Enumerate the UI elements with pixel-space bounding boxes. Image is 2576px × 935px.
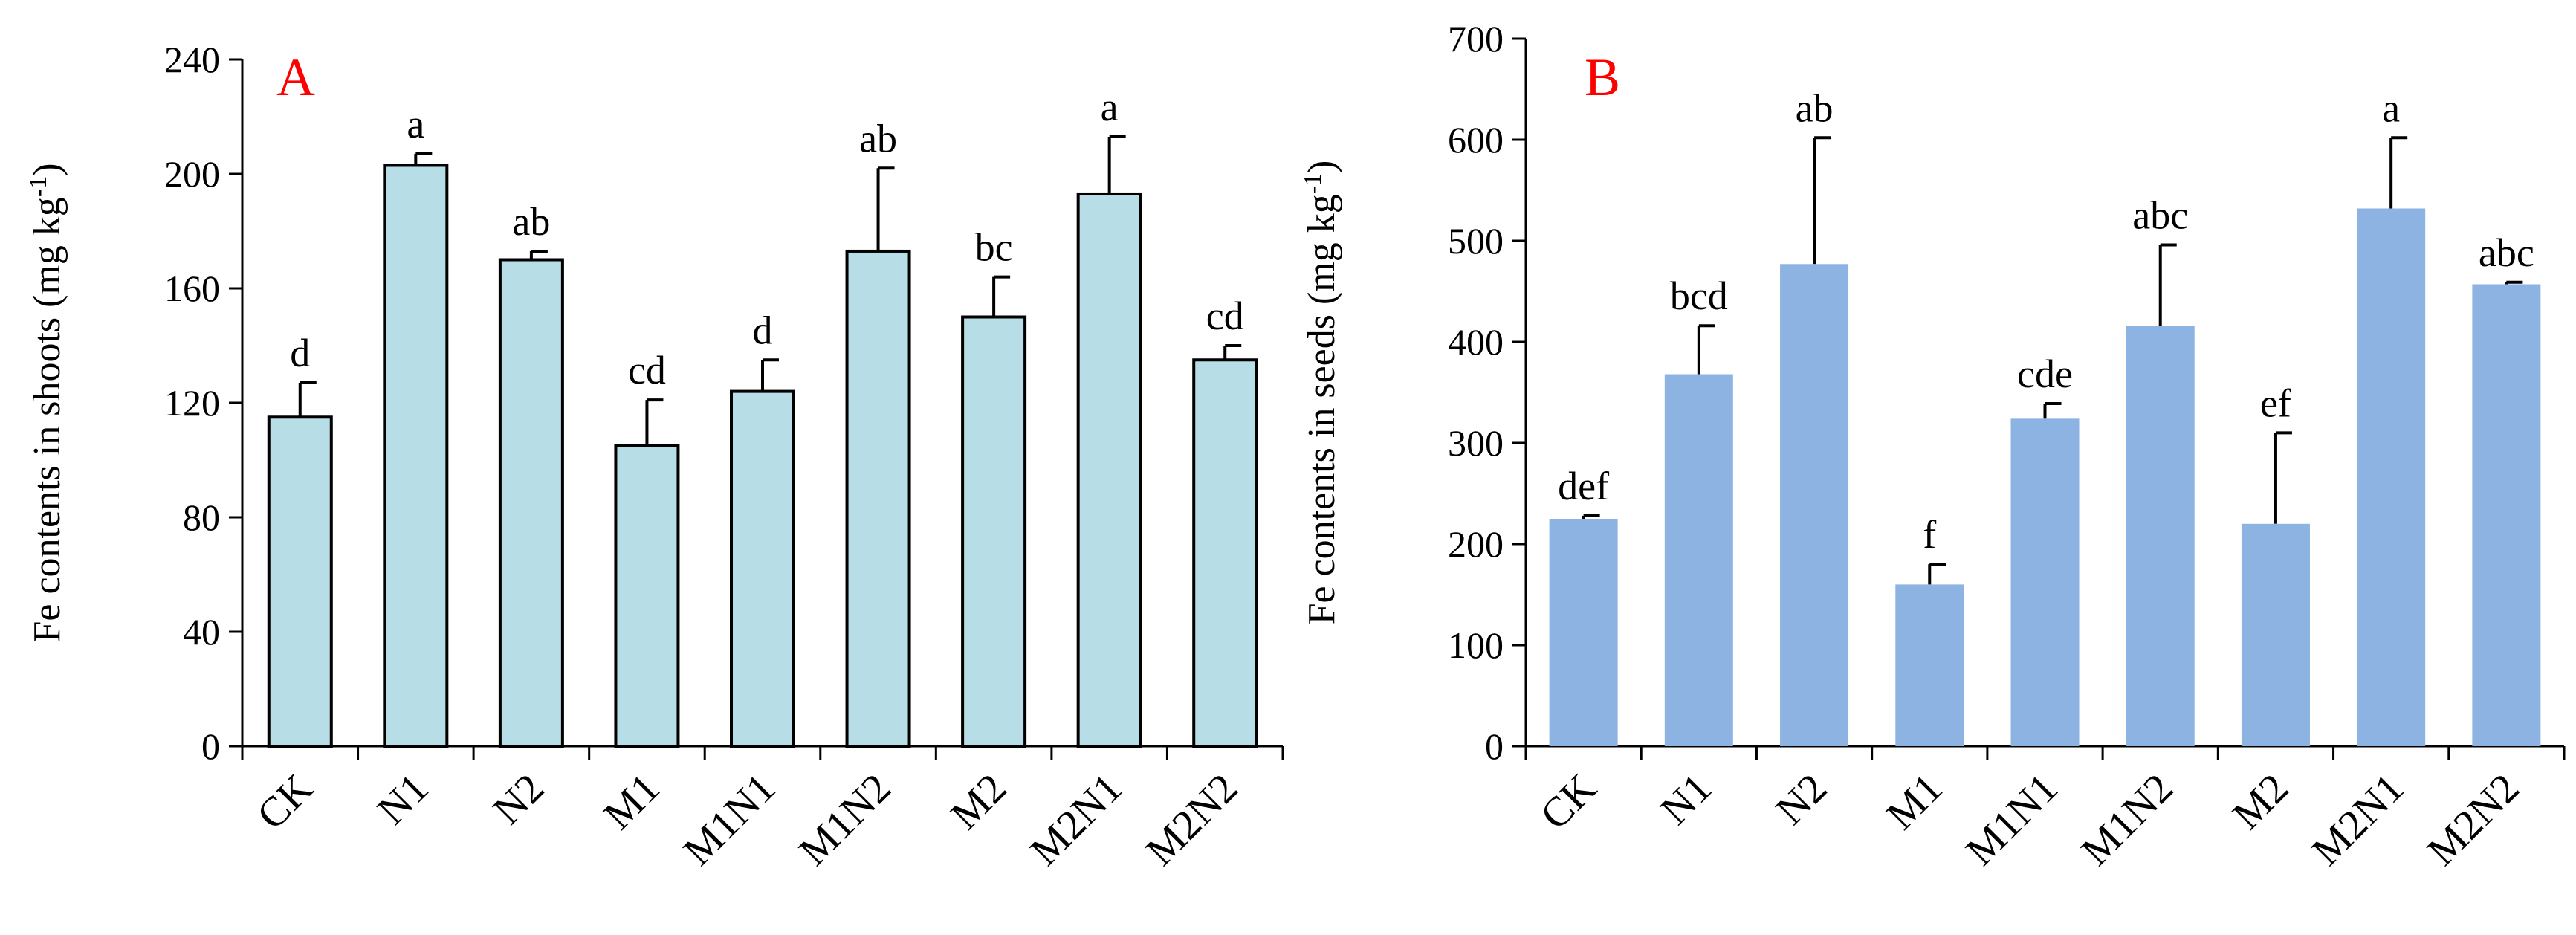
category-label: N2 <box>1767 765 1836 833</box>
bar <box>2126 326 2195 746</box>
y-tick-label: 600 <box>1448 119 1504 161</box>
y-tick-label: 240 <box>164 39 220 80</box>
y-tick-label: 400 <box>1448 321 1504 363</box>
bar <box>614 444 680 748</box>
significance-label: ab <box>859 116 897 161</box>
category-label: M1N1 <box>675 765 784 874</box>
y-axis-title-end: ) <box>1301 161 1343 173</box>
category-label: M2N1 <box>2303 765 2412 874</box>
y-tick-label: 300 <box>1448 422 1504 464</box>
significance-label: cde <box>2017 352 2073 396</box>
bar <box>267 415 333 748</box>
significance-label: a <box>2382 85 2400 130</box>
bar <box>2357 208 2426 747</box>
panel-label: A <box>276 48 315 107</box>
significance-label: a <box>407 102 424 146</box>
category-label: M1 <box>595 765 669 838</box>
panel-label: B <box>1585 48 1620 107</box>
bar <box>2472 284 2541 747</box>
y-tick-label: 40 <box>183 611 220 653</box>
significance-label: abc <box>2479 230 2534 275</box>
y-tick-label: 500 <box>1448 220 1504 262</box>
category-label: CK <box>1532 765 1605 838</box>
y-tick-label: 120 <box>164 382 220 424</box>
category-label: N1 <box>369 765 437 833</box>
y-tick-label: 0 <box>201 725 220 767</box>
significance-label: bcd <box>1670 274 1728 318</box>
bar <box>1549 519 1618 746</box>
category-label: M2N2 <box>1137 765 1246 874</box>
bar <box>1664 374 1733 746</box>
category-label: M1N1 <box>1957 765 2066 874</box>
y-axis-title: Fe contents in shoots (mg kg-1) <box>25 163 68 642</box>
bar <box>383 164 449 748</box>
bar <box>1780 264 1849 746</box>
significance-label: ab <box>1796 85 1834 130</box>
y-tick-label: 0 <box>1485 725 1504 767</box>
bar <box>2241 523 2310 746</box>
significance-label: a <box>1101 85 1119 129</box>
category-label: M2 <box>2224 765 2297 838</box>
bar <box>961 315 1027 748</box>
significance-label: cd <box>628 348 666 392</box>
significance-label: abc <box>2132 192 2188 237</box>
y-axis-title-end: ) <box>26 163 68 175</box>
bar <box>845 249 911 748</box>
y-tick-label: 200 <box>164 153 220 195</box>
y-axis-title-main: Fe contents in seeds (mg kg <box>1301 194 1343 624</box>
bar <box>1895 584 1964 746</box>
category-label: M2N2 <box>2418 765 2528 874</box>
category-label: M2 <box>942 765 1015 838</box>
y-axis-title-main: Fe contents in shoots (mg kg <box>26 197 68 642</box>
bar <box>1076 192 1142 748</box>
category-label: M1 <box>1878 765 1952 838</box>
significance-label: d <box>753 308 773 352</box>
y-tick-label: 100 <box>1448 624 1504 666</box>
y-axis-title-superscript: -1 <box>25 176 52 197</box>
significance-label: f <box>1923 512 1936 557</box>
significance-label: ab <box>512 199 550 244</box>
bar <box>1192 358 1258 748</box>
significance-label: cd <box>1206 294 1244 338</box>
significance-label: ef <box>2260 381 2291 425</box>
y-tick-label: 700 <box>1448 18 1504 59</box>
significance-label: bc <box>975 225 1013 270</box>
y-axis-title: Fe contents in seeds (mg kg-1) <box>1299 161 1343 625</box>
bar <box>2010 418 2080 746</box>
category-label: M1N2 <box>791 765 900 874</box>
category-label: N1 <box>1652 765 1721 833</box>
y-axis-title-superscript: -1 <box>1299 173 1327 194</box>
y-tick-label: 200 <box>1448 523 1504 565</box>
category-label: CK <box>248 765 322 838</box>
category-label: M2N1 <box>1022 765 1131 874</box>
significance-label: d <box>290 331 310 375</box>
bar <box>498 258 564 748</box>
category-label: N2 <box>485 765 553 833</box>
y-tick-label: 160 <box>164 268 220 309</box>
significance-label: def <box>1558 464 1609 508</box>
bar <box>730 389 795 748</box>
chart-panel-b: 0 100 200 300 400 500 600 700 def CK bcd N1 ab N2 f M1 c… <box>1299 18 2566 875</box>
y-tick-label: 80 <box>183 496 220 538</box>
chart-panel-a: 0 40 80 120 160 200 240 d CK a N1 ab N2 cd M1 d M1N1 ab M1… <box>25 39 1284 875</box>
category-label: M1N2 <box>2073 765 2182 874</box>
